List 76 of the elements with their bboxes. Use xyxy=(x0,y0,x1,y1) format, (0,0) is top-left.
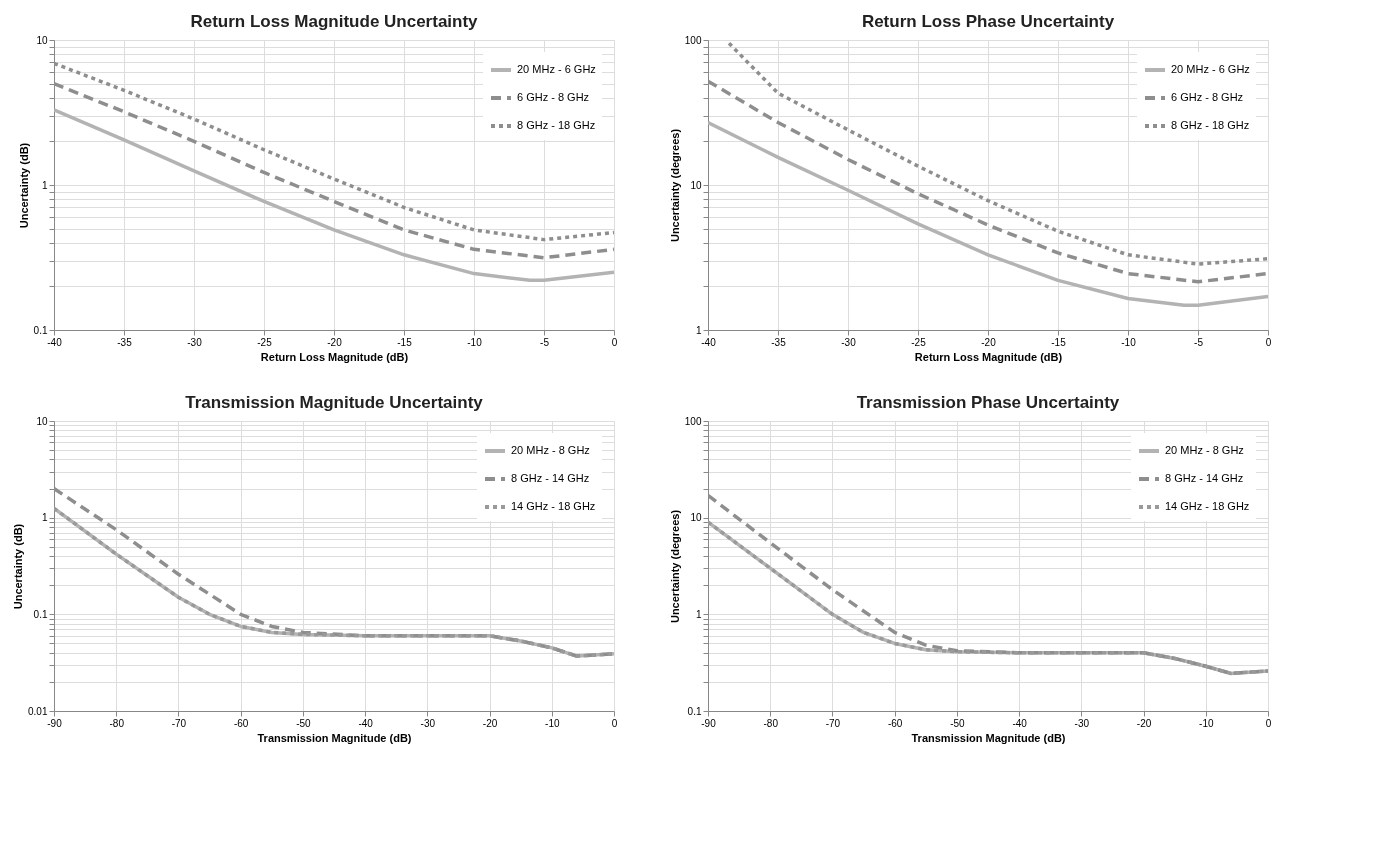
x-tick-label: -10 xyxy=(1199,717,1214,729)
legend-label: 20 MHz - 8 GHz xyxy=(511,444,590,456)
y-tick-label: 10 xyxy=(690,512,702,524)
y-tick-label: 0.1 xyxy=(33,608,48,620)
legend-label: 6 GHz - 8 GHz xyxy=(517,91,590,103)
legend-label: 20 MHz - 6 GHz xyxy=(1171,63,1250,75)
x-tick-label: -5 xyxy=(1194,336,1204,348)
x-tick-label: -50 xyxy=(296,717,312,729)
y-axis-title: Uncertainty (degrees) xyxy=(668,509,681,624)
x-tick-label: 0 xyxy=(611,336,618,348)
x-tick-label: -35 xyxy=(117,336,133,348)
x-tick-label: -20 xyxy=(1136,717,1152,729)
x-tick-label: -40 xyxy=(1012,717,1028,729)
y-tick-label: 10 xyxy=(36,34,48,46)
legend-label: 8 GHz - 18 GHz xyxy=(1171,119,1250,131)
x-tick-label: -60 xyxy=(887,717,903,729)
x-tick-label: -40 xyxy=(47,336,63,348)
y-tick-label: 100 xyxy=(684,34,702,46)
y-tick-label: 0.1 xyxy=(687,705,702,717)
y-axis-title: Uncertainty (dB) xyxy=(17,142,30,229)
x-axis-title: Transmission Magnitude (dB) xyxy=(257,731,412,744)
legend-label: 8 GHz - 18 GHz xyxy=(517,119,596,131)
chart-title: Transmission Magnitude Uncertainty xyxy=(185,393,484,412)
x-axis-title: Transmission Magnitude (dB) xyxy=(911,731,1066,744)
x-tick-label: -90 xyxy=(701,717,717,729)
x-tick-label: -25 xyxy=(911,336,927,348)
x-tick-label: -10 xyxy=(545,717,560,729)
x-tick-label: -90 xyxy=(47,717,63,729)
x-tick-label: -20 xyxy=(981,336,997,348)
x-tick-label: -70 xyxy=(825,717,841,729)
y-axis-title: Uncertainty (dB) xyxy=(12,523,25,610)
x-tick-label: -20 xyxy=(482,717,498,729)
y-tick-label: 1 xyxy=(695,324,702,336)
chart-title: Return Loss Phase Uncertainty xyxy=(861,12,1115,31)
y-tick-label: 0.01 xyxy=(28,705,48,717)
x-tick-label: 0 xyxy=(1265,717,1272,729)
y-tick-label: 10 xyxy=(690,179,702,191)
y-axis-title: Uncertainty (degrees) xyxy=(668,128,681,243)
x-tick-label: -25 xyxy=(257,336,273,348)
x-tick-label: -15 xyxy=(397,336,413,348)
x-tick-label: -30 xyxy=(420,717,436,729)
x-tick-label: -80 xyxy=(763,717,779,729)
x-tick-label: -30 xyxy=(841,336,857,348)
legend-label: 8 GHz - 14 GHz xyxy=(1165,472,1244,484)
legend-label: 6 GHz - 8 GHz xyxy=(1171,91,1244,103)
x-tick-label: -60 xyxy=(233,717,249,729)
y-tick-label: 1 xyxy=(41,179,48,191)
x-tick-label: -10 xyxy=(1121,336,1137,348)
legend-label: 20 MHz - 8 GHz xyxy=(1165,444,1244,456)
x-axis-title: Return Loss Magnitude (dB) xyxy=(260,350,409,363)
x-tick-label: 0 xyxy=(1265,336,1272,348)
legend-label: 14 GHz - 18 GHz xyxy=(1165,500,1250,512)
y-tick-label: 0.1 xyxy=(33,324,48,336)
y-tick-label: 100 xyxy=(684,415,702,427)
y-tick-label: 1 xyxy=(41,512,48,524)
x-tick-label: -5 xyxy=(540,336,550,348)
chart-title: Transmission Phase Uncertainty xyxy=(856,393,1120,412)
x-tick-label: 0 xyxy=(611,717,618,729)
legend-label: 20 MHz - 6 GHz xyxy=(517,63,596,75)
x-tick-label: -10 xyxy=(467,336,483,348)
chart-title: Return Loss Magnitude Uncertainty xyxy=(190,12,479,31)
y-tick-label: 10 xyxy=(36,415,48,427)
x-tick-label: -70 xyxy=(171,717,187,729)
legend-label: 14 GHz - 18 GHz xyxy=(511,500,596,512)
x-tick-label: -40 xyxy=(701,336,717,348)
x-tick-label: -20 xyxy=(327,336,343,348)
x-axis-title: Return Loss Magnitude (dB) xyxy=(914,350,1063,363)
y-tick-label: 1 xyxy=(695,608,702,620)
x-tick-label: -15 xyxy=(1051,336,1067,348)
x-tick-label: -80 xyxy=(109,717,125,729)
x-tick-label: -35 xyxy=(771,336,787,348)
x-tick-label: -40 xyxy=(358,717,374,729)
x-tick-label: -50 xyxy=(950,717,966,729)
x-tick-label: -30 xyxy=(1074,717,1090,729)
legend-label: 8 GHz - 14 GHz xyxy=(511,472,590,484)
x-tick-label: -30 xyxy=(187,336,203,348)
